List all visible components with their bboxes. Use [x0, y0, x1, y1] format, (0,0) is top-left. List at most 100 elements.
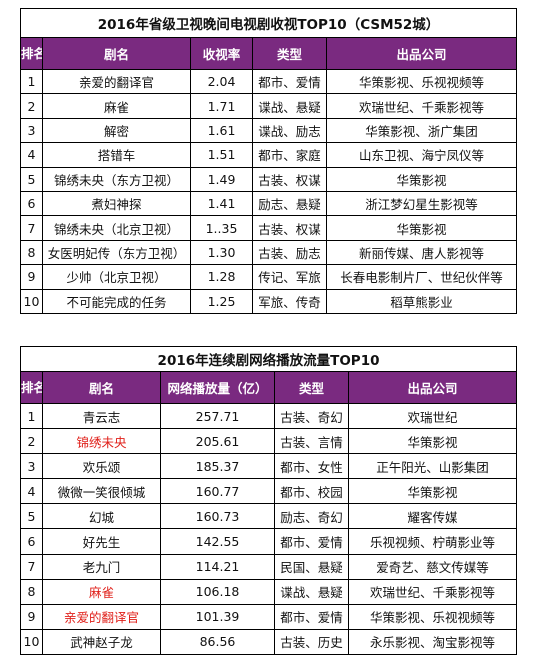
- cell-name: 武神赵子龙: [42, 628, 161, 655]
- cell-rating: 1..35: [190, 215, 253, 241]
- cell-genre: 励志、奇幻: [274, 503, 349, 530]
- cell-name: 亲爱的翻译官: [42, 603, 161, 630]
- table-row: 2 麻雀 1.71 谍战、悬疑 欢瑞世纪、千乘影视等: [20, 93, 518, 119]
- table-row: 2 锦绣未央 205.61 古装、言情 华策影视: [20, 428, 518, 455]
- cell-name: 好先生: [42, 528, 161, 555]
- cell-rank: 6: [20, 190, 43, 217]
- cell-company: 新丽传媒、唐人影视等: [325, 239, 518, 266]
- cell-rating: 1.30: [190, 239, 253, 266]
- cell-genre: 古装、励志: [252, 239, 327, 266]
- cell-rating: 1.51: [190, 142, 253, 168]
- cell-genre: 古装、奇幻: [274, 402, 349, 430]
- cell-rank: 6: [20, 528, 43, 555]
- cell-name: 欢乐颂: [42, 453, 161, 480]
- cell-genre: 都市、爱情: [252, 68, 327, 95]
- cell-name: 麻雀: [42, 93, 191, 119]
- cell-company: 华策影视: [325, 166, 518, 192]
- cell-genre: 谍战、悬疑: [274, 578, 349, 605]
- cell-name: 不可能完成的任务: [42, 288, 191, 314]
- cell-name: 微微一笑很倾城: [42, 478, 161, 505]
- cell-rating: 1.41: [190, 190, 253, 217]
- cell-rank: 4: [20, 142, 43, 168]
- cell-company: 华策影视、乐视视频等: [325, 68, 518, 95]
- table-row: 7 老九门 114.21 民国、悬疑 爱奇艺、慈文传媒等: [20, 553, 518, 580]
- table-row: 10 武神赵子龙 86.56 古装、历史 永乐影视、淘宝影视等: [20, 628, 518, 655]
- cell-name: 女医明妃传（东方卫视）: [42, 239, 191, 266]
- column-header-company: 出品公司: [347, 371, 518, 404]
- cell-rating: 1.71: [190, 93, 253, 119]
- cell-rank: 7: [20, 215, 43, 241]
- cell-rank: 10: [20, 288, 43, 314]
- cell-company: 稻草熊影业: [325, 288, 518, 314]
- cell-genre: 都市、爱情: [274, 528, 349, 555]
- cell-company: 浙江梦幻星生影视等: [325, 190, 518, 217]
- cell-company: 华策影视、乐视视频等: [347, 603, 518, 630]
- cell-rank: 9: [20, 264, 43, 290]
- online-views-table: 2016年连续剧网络播放流量TOP10 排名 剧名 网络播放量（亿） 类型 出品…: [19, 346, 518, 655]
- cell-company: 欢瑞世纪: [347, 402, 518, 430]
- cell-views: 114.21: [160, 553, 275, 580]
- cell-rating: 1.25: [190, 288, 253, 314]
- cell-rank: 8: [20, 578, 43, 605]
- cell-genre: 古装、言情: [274, 428, 349, 455]
- cell-name: 麻雀: [42, 578, 161, 605]
- cell-genre: 都市、校园: [274, 478, 349, 505]
- cell-company: 华策影视: [347, 428, 518, 455]
- cell-company: 正午阳光、山影集团: [347, 453, 518, 480]
- table-row: 4 微微一笑很倾城 160.77 都市、校园 华策影视: [20, 478, 518, 505]
- cell-name: 少帅（北京卫视）: [42, 264, 191, 290]
- cell-name: 煮妇神探: [42, 190, 191, 217]
- column-header-name: 剧名: [42, 371, 161, 404]
- cell-genre: 谍战、悬疑: [252, 93, 327, 119]
- cell-genre: 古装、权谋: [252, 166, 327, 192]
- cell-rank: 10: [20, 628, 43, 655]
- cell-genre: 军旅、传奇: [252, 288, 327, 314]
- table-row: 3 解密 1.61 谍战、励志 华策影视、浙广集团: [20, 117, 518, 144]
- table-row: 6 好先生 142.55 都市、爱情 乐视视频、柠萌影业等: [20, 528, 518, 555]
- cell-rating: 2.04: [190, 68, 253, 95]
- table-row: 5 幻城 160.73 励志、奇幻 耀客传媒: [20, 503, 518, 530]
- table-row: 1 青云志 257.71 古装、奇幻 欢瑞世纪: [20, 402, 518, 430]
- table-title: 2016年省级卫视晚间电视剧收视TOP10（CSM52城）: [19, 8, 518, 38]
- cell-views: 86.56: [160, 628, 275, 655]
- cell-name: 锦绣未央: [42, 428, 161, 455]
- tv-ratings-table: 2016年省级卫视晚间电视剧收视TOP10（CSM52城） 排名 剧名 收视率 …: [19, 8, 518, 314]
- cell-genre: 都市、女性: [274, 453, 349, 480]
- cell-company: 山东卫视、海宁凤仪等: [325, 142, 518, 168]
- cell-genre: 传记、军旅: [252, 264, 327, 290]
- cell-company: 长春电影制片厂、世纪伙伴等: [325, 264, 518, 290]
- cell-rank: 3: [20, 453, 43, 480]
- column-header-company: 出品公司: [325, 37, 518, 70]
- cell-rank: 8: [20, 239, 43, 266]
- cell-views: 185.37: [160, 453, 275, 480]
- table-row: 9 少帅（北京卫视） 1.28 传记、军旅 长春电影制片厂、世纪伙伴等: [20, 264, 518, 290]
- cell-company: 永乐影视、淘宝影视等: [347, 628, 518, 655]
- table-row: 5 锦绣未央（东方卫视） 1.49 古装、权谋 华策影视: [20, 166, 518, 192]
- cell-views: 160.73: [160, 503, 275, 530]
- cell-views: 142.55: [160, 528, 275, 555]
- cell-genre: 民国、悬疑: [274, 553, 349, 580]
- column-header-genre: 类型: [274, 371, 349, 404]
- cell-views: 257.71: [160, 402, 275, 430]
- table-row: 1 亲爱的翻译官 2.04 都市、爱情 华策影视、乐视视频等: [20, 68, 518, 95]
- cell-rating: 1.49: [190, 166, 253, 192]
- table-row: 8 麻雀 106.18 谍战、悬疑 欢瑞世纪、千乘影视等: [20, 578, 518, 605]
- cell-rank: 1: [20, 68, 43, 95]
- cell-views: 160.77: [160, 478, 275, 505]
- cell-name: 解密: [42, 117, 191, 144]
- table-row: 10 不可能完成的任务 1.25 军旅、传奇 稻草熊影业: [20, 288, 518, 314]
- table-row: 6 煮妇神探 1.41 励志、悬疑 浙江梦幻星生影视等: [20, 190, 518, 217]
- cell-genre: 古装、权谋: [252, 215, 327, 241]
- cell-views: 205.61: [160, 428, 275, 455]
- cell-name: 搭错车: [42, 142, 191, 168]
- table-row: 4 搭错车 1.51 都市、家庭 山东卫视、海宁凤仪等: [20, 142, 518, 168]
- cell-name: 幻城: [42, 503, 161, 530]
- column-header-rank: 排名: [20, 371, 43, 404]
- cell-rating: 1.28: [190, 264, 253, 290]
- table-row: 8 女医明妃传（东方卫视） 1.30 古装、励志 新丽传媒、唐人影视等: [20, 239, 518, 266]
- table-row: 9 亲爱的翻译官 101.39 都市、爱情 华策影视、乐视视频等: [20, 603, 518, 630]
- cell-company: 华策影视: [325, 215, 518, 241]
- cell-name: 亲爱的翻译官: [42, 68, 191, 95]
- cell-views: 106.18: [160, 578, 275, 605]
- cell-genre: 都市、爱情: [274, 603, 349, 630]
